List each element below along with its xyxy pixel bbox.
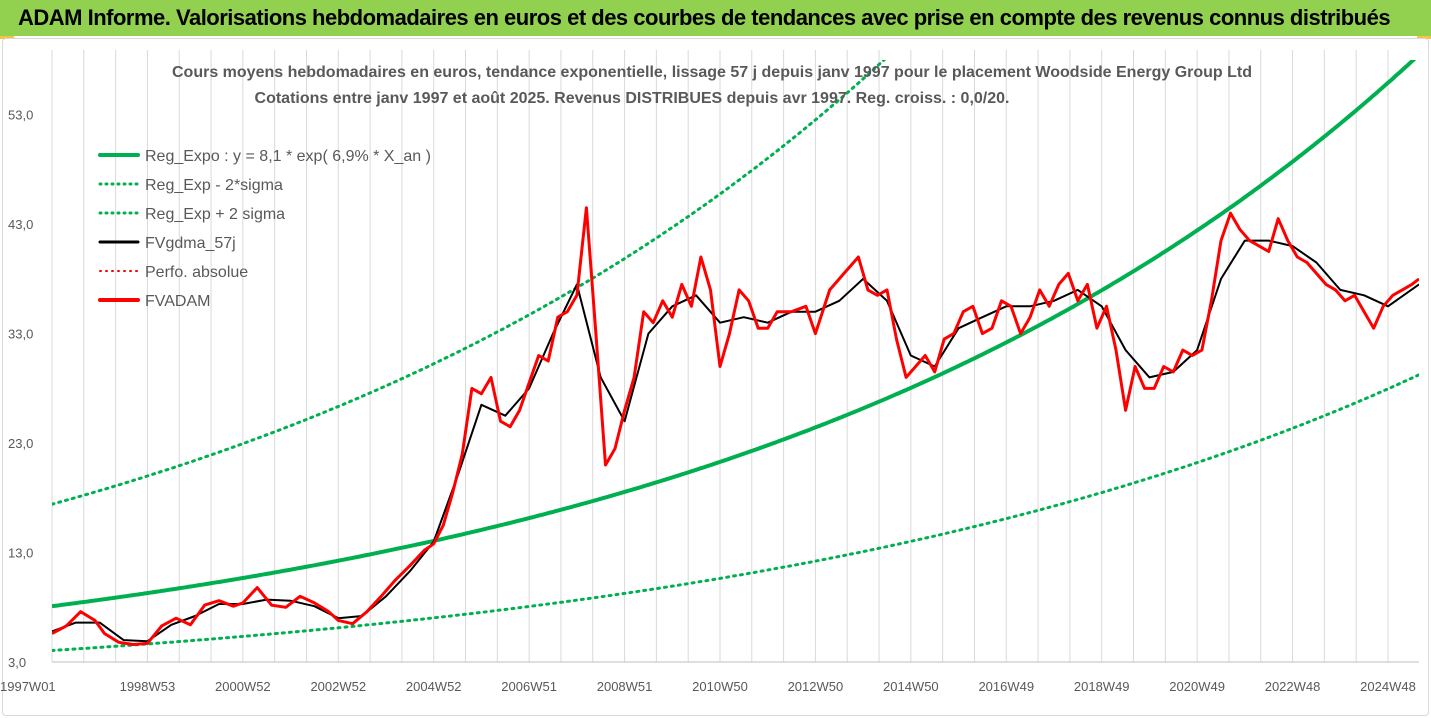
chart-title: Cours moyens hebdomadaires en euros, ten… (172, 64, 1252, 81)
y-tick-label: 3,0 (8, 655, 26, 670)
y-tick-label: 23,0 (8, 436, 33, 451)
x-tick-label: 2024W48 (1360, 679, 1416, 694)
x-tick-label: 2002W52 (310, 679, 366, 694)
y-tick-label: 33,0 (8, 327, 33, 342)
legend-label: FVgdma_57j (145, 235, 236, 252)
corner-marker-right (1417, 36, 1431, 39)
x-tick-label: 2010W50 (692, 679, 748, 694)
corner-marker-left (0, 36, 14, 39)
series-layer (52, 60, 1419, 652)
legend-label: Reg_Expo : y = 8,1 * exp( 6,9% * X_an ) (145, 148, 431, 165)
x-tick-label: 2022W48 (1265, 679, 1321, 694)
chart-subtitle: Cotations entre janv 1997 et août 2025. … (255, 90, 1010, 107)
x-tick-label: 2000W52 (215, 679, 271, 694)
y-tick-label: 13,0 (8, 546, 33, 561)
x-tick-label: 2004W52 (406, 679, 462, 694)
x-tick-label: 2006W51 (501, 679, 557, 694)
fvadam-line (52, 206, 1419, 646)
x-tick-label: 2012W50 (788, 679, 844, 694)
x-tick-label: 2020W49 (1169, 679, 1225, 694)
x-tick-label: 1997W01 (0, 679, 56, 694)
x-tick-label: 2014W50 (883, 679, 939, 694)
legend-label: Reg_Exp + 2 sigma (145, 206, 285, 223)
x-tick-label: 2008W51 (597, 679, 653, 694)
regression-lower-line (52, 373, 1419, 652)
axis-layer: 3,0 13,0 23,0 33,0 43,0 53,0 1997W01 1998W53 200… (0, 108, 1419, 694)
x-tick-label: 2018W49 (1074, 679, 1130, 694)
legend-label: FVADAM (145, 293, 210, 310)
regression-upper-line (52, 60, 887, 506)
regression-line (52, 60, 1417, 609)
x-tick-label: 1998W53 (120, 679, 176, 694)
legend-label: Reg_Exp - 2*sigma (145, 177, 283, 194)
legend: Reg_Expo : y = 8,1 * exp( 6,9% * X_an ) R… (98, 148, 431, 310)
x-tick-label: 2016W49 (978, 679, 1034, 694)
y-tick-label: 53,0 (8, 108, 33, 123)
chart-area (2, 38, 1429, 716)
legend-label: Perfo. absolue (145, 264, 248, 281)
y-tick-label: 43,0 (8, 217, 33, 232)
page-title: ADAM Informe. Valorisations hebdomadaire… (0, 0, 1431, 36)
grid-layer (51, 50, 1389, 662)
